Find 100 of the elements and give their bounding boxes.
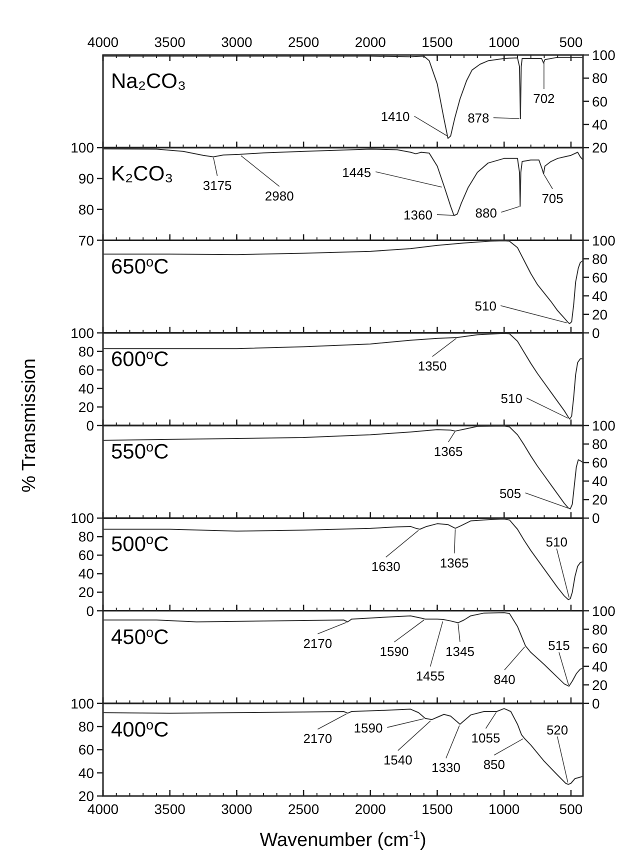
y-tick-label: 80 bbox=[592, 70, 608, 86]
y-tick-label: 60 bbox=[592, 93, 608, 110]
y-tick-label: 100 bbox=[592, 602, 616, 619]
text: 450$^{o}$C bbox=[111, 624, 169, 649]
x2-tick-label: 3500 bbox=[154, 34, 186, 50]
annotation: 3175 bbox=[202, 178, 232, 193]
x-tick-label: 500 bbox=[559, 801, 583, 817]
text: 500$^{o}$C bbox=[111, 532, 169, 556]
y-tick-label: 60 bbox=[592, 269, 608, 286]
y-tick-label: 100 bbox=[592, 418, 616, 434]
y-tick-label: 80 bbox=[78, 343, 94, 360]
text: Na₂CO₃ bbox=[111, 70, 186, 93]
x2-tick-label: 4000 bbox=[87, 34, 119, 50]
y-tick-label: 40 bbox=[78, 566, 94, 582]
y-tick-label: 100 bbox=[70, 695, 94, 712]
annotation: 1330 bbox=[432, 760, 460, 776]
y-tick-label: 100 bbox=[592, 232, 616, 248]
y-tick-label: 100 bbox=[70, 324, 94, 341]
annotation: 850 bbox=[483, 757, 506, 772]
annotation: 510 bbox=[474, 298, 496, 314]
annotation: 1630 bbox=[371, 559, 400, 574]
text: 650$^{o}$C bbox=[111, 254, 169, 278]
y-tick-label: 80 bbox=[592, 621, 608, 638]
text: K₂CO₃ bbox=[111, 162, 174, 186]
annotation: 2980 bbox=[264, 188, 294, 204]
y-tick-label: 40 bbox=[78, 380, 94, 396]
annotation: 1445 bbox=[342, 164, 372, 180]
y-tick-label: 100 bbox=[70, 510, 94, 526]
line-series bbox=[102, 332, 584, 420]
annotation: 880 bbox=[475, 205, 498, 220]
y-tick-label: 40 bbox=[592, 473, 608, 490]
annotation: 1455 bbox=[416, 668, 445, 684]
line-series bbox=[102, 56, 584, 139]
annotation: 1055 bbox=[471, 730, 500, 746]
x-tick-label: 1000 bbox=[488, 801, 520, 817]
annotation: 510 bbox=[500, 391, 522, 406]
annotation: 2170 bbox=[303, 636, 332, 651]
x2-tick-label: 500 bbox=[559, 34, 583, 50]
annotation: 878 bbox=[468, 110, 490, 126]
y-tick-label: 70 bbox=[78, 232, 94, 248]
x-tick-label: 4000 bbox=[87, 801, 119, 817]
text: 550$^{o}$C bbox=[111, 439, 169, 464]
x-axis-title: Wavenumber (cm$^{-1}$) bbox=[260, 828, 426, 851]
x2-tick-label: 2500 bbox=[288, 34, 320, 50]
x2-tick-label: 2000 bbox=[354, 34, 386, 50]
y-tick-label: 80 bbox=[78, 718, 94, 735]
annotation: 1360 bbox=[404, 208, 432, 223]
annotation: 840 bbox=[494, 672, 516, 687]
y-tick-label: 60 bbox=[78, 547, 94, 564]
y-tick-label: 20 bbox=[78, 584, 94, 600]
annotation: 520 bbox=[546, 722, 568, 738]
line-series bbox=[102, 612, 584, 687]
y-tick-label: 20 bbox=[592, 492, 608, 508]
y-tick-label: 0 bbox=[592, 510, 600, 526]
y-tick-label: 0 bbox=[592, 324, 600, 341]
y-tick-label: 100 bbox=[592, 47, 616, 63]
x-tick-label: 3500 bbox=[154, 801, 186, 817]
annotation: 1590 bbox=[354, 720, 383, 736]
annotation: 1590 bbox=[380, 644, 409, 660]
y-tick-label: 20 bbox=[78, 398, 94, 415]
y-tick-label: 80 bbox=[78, 201, 94, 218]
y-tick-label: 60 bbox=[592, 640, 608, 656]
x-tick-label: 2000 bbox=[354, 801, 386, 817]
text: 400$^{o}$C bbox=[111, 716, 169, 742]
annotation: 1365 bbox=[434, 444, 463, 460]
annotation: 510 bbox=[546, 534, 568, 550]
line-series bbox=[102, 425, 584, 510]
y-tick-label: 80 bbox=[592, 250, 608, 267]
y-tick-label: 0 bbox=[86, 418, 94, 434]
y-tick-label: 40 bbox=[78, 764, 94, 781]
y-tick-label: 90 bbox=[78, 170, 94, 186]
text: 600$^{o}$C bbox=[111, 346, 169, 371]
y-tick-label: 60 bbox=[592, 454, 608, 471]
line-series bbox=[102, 240, 584, 324]
annotation: 1410 bbox=[380, 109, 410, 124]
x-tick-label: 2500 bbox=[288, 801, 320, 817]
y-tick-label: 40 bbox=[592, 288, 608, 304]
y-tick-label: 40 bbox=[592, 116, 608, 132]
line-series bbox=[102, 708, 584, 785]
annotation: 515 bbox=[548, 638, 570, 654]
x2-tick-label: 3000 bbox=[221, 34, 252, 50]
y-tick-label: 0 bbox=[592, 695, 600, 712]
y-tick-label: 80 bbox=[78, 528, 94, 545]
x-tick-label: 3000 bbox=[221, 801, 252, 817]
y-tick-label: 40 bbox=[592, 658, 608, 674]
y-tick-label: 20 bbox=[592, 676, 608, 693]
annotation: 2170 bbox=[303, 731, 332, 746]
annotation: 1345 bbox=[446, 644, 474, 659]
y-tick-label: 60 bbox=[78, 742, 94, 758]
y-axis-title: % Transmission bbox=[19, 358, 40, 493]
annotation: 505 bbox=[499, 486, 522, 501]
y-tick-label: 20 bbox=[78, 788, 94, 804]
annotation: 1365 bbox=[440, 555, 469, 570]
annotation: 702 bbox=[533, 90, 555, 106]
x2-tick-label: 1000 bbox=[488, 34, 520, 50]
annotation: 1540 bbox=[383, 752, 412, 768]
x2-tick-label: 1500 bbox=[422, 34, 454, 50]
y-tick-label: 0 bbox=[86, 602, 94, 619]
y-tick-label: 20 bbox=[592, 140, 608, 156]
line-series bbox=[102, 518, 584, 600]
